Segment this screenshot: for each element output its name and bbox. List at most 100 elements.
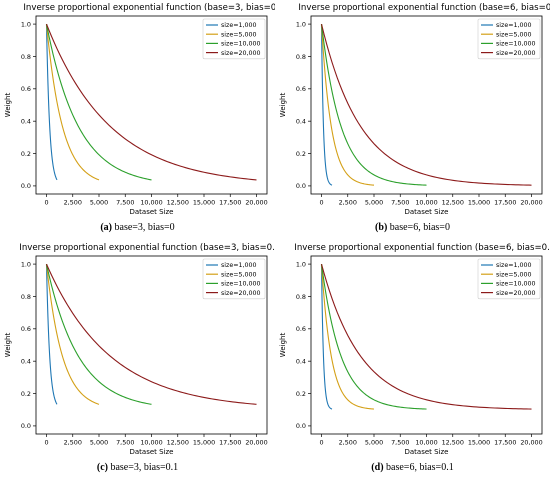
- series-line: [320, 24, 333, 186]
- legend-entry: size=1,000: [221, 22, 257, 29]
- series-2: [45, 264, 100, 405]
- series-line: [320, 264, 333, 410]
- chart-a: Inverse proportional exponential functio…: [4, 3, 275, 216]
- y-tick-label: 1.0: [21, 20, 31, 28]
- legend-entry: size=1,000: [496, 262, 532, 269]
- y-tick-label: 0.8: [21, 53, 31, 61]
- legend: size=1,000 size=5,000 size=10,000 size=20,0…: [202, 18, 266, 60]
- x-tick-label: 10,000: [415, 439, 437, 447]
- series-line: [320, 263, 532, 410]
- legend-entry: size=5,000: [221, 271, 257, 278]
- series-line: [320, 264, 375, 410]
- x-axis-label: Dataset Size: [129, 208, 173, 216]
- legend-entry: size=1,000: [496, 22, 532, 29]
- x-tick-label: 12,500: [442, 439, 464, 447]
- series-1: [320, 264, 333, 410]
- y-tick-label: 0.8: [21, 293, 31, 301]
- x-tick-label: 10,000: [140, 199, 162, 207]
- y-tick-label: 0.4: [21, 117, 31, 125]
- series-line: [45, 263, 257, 405]
- x-tick-label: 20,000: [245, 439, 267, 447]
- y-tick-label: 0.4: [21, 357, 31, 365]
- series-line: [320, 23, 532, 186]
- series-4: [320, 263, 532, 410]
- series-1: [45, 264, 58, 405]
- caption-text: base=3, bias=0: [114, 222, 175, 233]
- x-tick-label: 12,500: [167, 439, 189, 447]
- x-tick-label: 2,500: [64, 439, 82, 447]
- legend-box: [202, 18, 266, 60]
- chart-panel-a: Inverse proportional exponential functio…: [0, 0, 275, 239]
- series-1: [45, 24, 58, 181]
- x-tick-label: 10,000: [140, 439, 162, 447]
- caption-tag: (a): [100, 222, 112, 233]
- y-tick-label: 0.2: [21, 150, 31, 158]
- legend-entry: size=10,000: [221, 281, 261, 288]
- legend-entry: size=1,000: [221, 262, 257, 269]
- x-axis-label: Dataset Size: [404, 448, 448, 456]
- x-tick-label: 7,500: [116, 199, 134, 207]
- series-line: [45, 263, 152, 405]
- chart-panel-c: Inverse proportional exponential functio…: [0, 240, 275, 479]
- series-line: [320, 264, 427, 410]
- x-tick-label: 15,000: [468, 199, 490, 207]
- chart-b: Inverse proportional exponential functio…: [279, 3, 550, 216]
- legend-entry: size=10,000: [221, 41, 261, 48]
- chart-d: Inverse proportional exponential functio…: [279, 243, 550, 456]
- y-tick-label: 0.6: [296, 325, 306, 333]
- chart-title: Inverse proportional exponential functio…: [294, 243, 550, 253]
- series-4: [320, 23, 532, 186]
- legend-entry: size=20,000: [221, 50, 261, 57]
- x-tick-label: 20,000: [520, 439, 542, 447]
- y-tick-label: 0.4: [296, 357, 306, 365]
- legend-entry: size=20,000: [496, 290, 536, 297]
- x-tick-label: 12,500: [442, 199, 464, 207]
- y-tick-label: 1.0: [21, 260, 31, 268]
- caption-b: (b) base=6, bias=0: [275, 222, 550, 233]
- caption-tag: (c): [96, 462, 108, 473]
- series-line: [45, 264, 58, 405]
- legend-entry: size=10,000: [496, 281, 536, 288]
- y-tick-label: 0.0: [21, 182, 31, 190]
- y-tick-label: 0.8: [296, 293, 306, 301]
- x-tick-label: 0: [319, 439, 323, 447]
- y-axis-label: Weight: [279, 333, 287, 358]
- series-2: [320, 24, 375, 186]
- x-tick-label: 17,500: [219, 439, 241, 447]
- legend-box: [202, 258, 266, 300]
- legend-entry: size=20,000: [496, 50, 536, 57]
- x-tick-label: 5,000: [365, 439, 383, 447]
- y-tick-label: 0.0: [296, 182, 306, 190]
- series-line: [45, 23, 152, 181]
- legend-entry: size=5,000: [496, 271, 532, 278]
- x-tick-label: 15,000: [193, 439, 215, 447]
- chart-panel-d: Inverse proportional exponential functio…: [275, 240, 550, 479]
- x-tick-label: 5,000: [365, 199, 383, 207]
- chart-c: Inverse proportional exponential functio…: [4, 243, 275, 456]
- series-line: [320, 24, 427, 186]
- x-tick-label: 2,500: [339, 439, 357, 447]
- y-axis-label: Weight: [4, 93, 12, 118]
- series-4: [45, 263, 257, 405]
- legend: size=1,000 size=5,000 size=10,000 size=20,0…: [202, 258, 266, 300]
- x-axis-label: Dataset Size: [129, 448, 173, 456]
- caption-d: (d) base=6, bias=0.1: [275, 462, 550, 473]
- y-tick-label: 0.0: [21, 422, 31, 430]
- chart-title: Inverse proportional exponential functio…: [23, 3, 275, 13]
- x-tick-label: 15,000: [468, 439, 490, 447]
- x-tick-label: 7,500: [391, 439, 409, 447]
- x-tick-label: 5,000: [90, 199, 108, 207]
- caption-tag: (d): [371, 462, 384, 473]
- series-1: [320, 24, 333, 186]
- legend-box: [477, 258, 541, 300]
- x-tick-label: 17,500: [219, 199, 241, 207]
- x-tick-label: 5,000: [90, 439, 108, 447]
- x-tick-label: 2,500: [64, 199, 82, 207]
- x-tick-label: 0: [44, 439, 48, 447]
- x-tick-label: 10,000: [415, 199, 437, 207]
- x-tick-label: 20,000: [520, 199, 542, 207]
- series-3: [45, 23, 152, 181]
- chart-panel-b: Inverse proportional exponential functio…: [275, 0, 550, 239]
- caption-a: (a) base=3, bias=0: [0, 222, 275, 233]
- series-line: [45, 24, 58, 181]
